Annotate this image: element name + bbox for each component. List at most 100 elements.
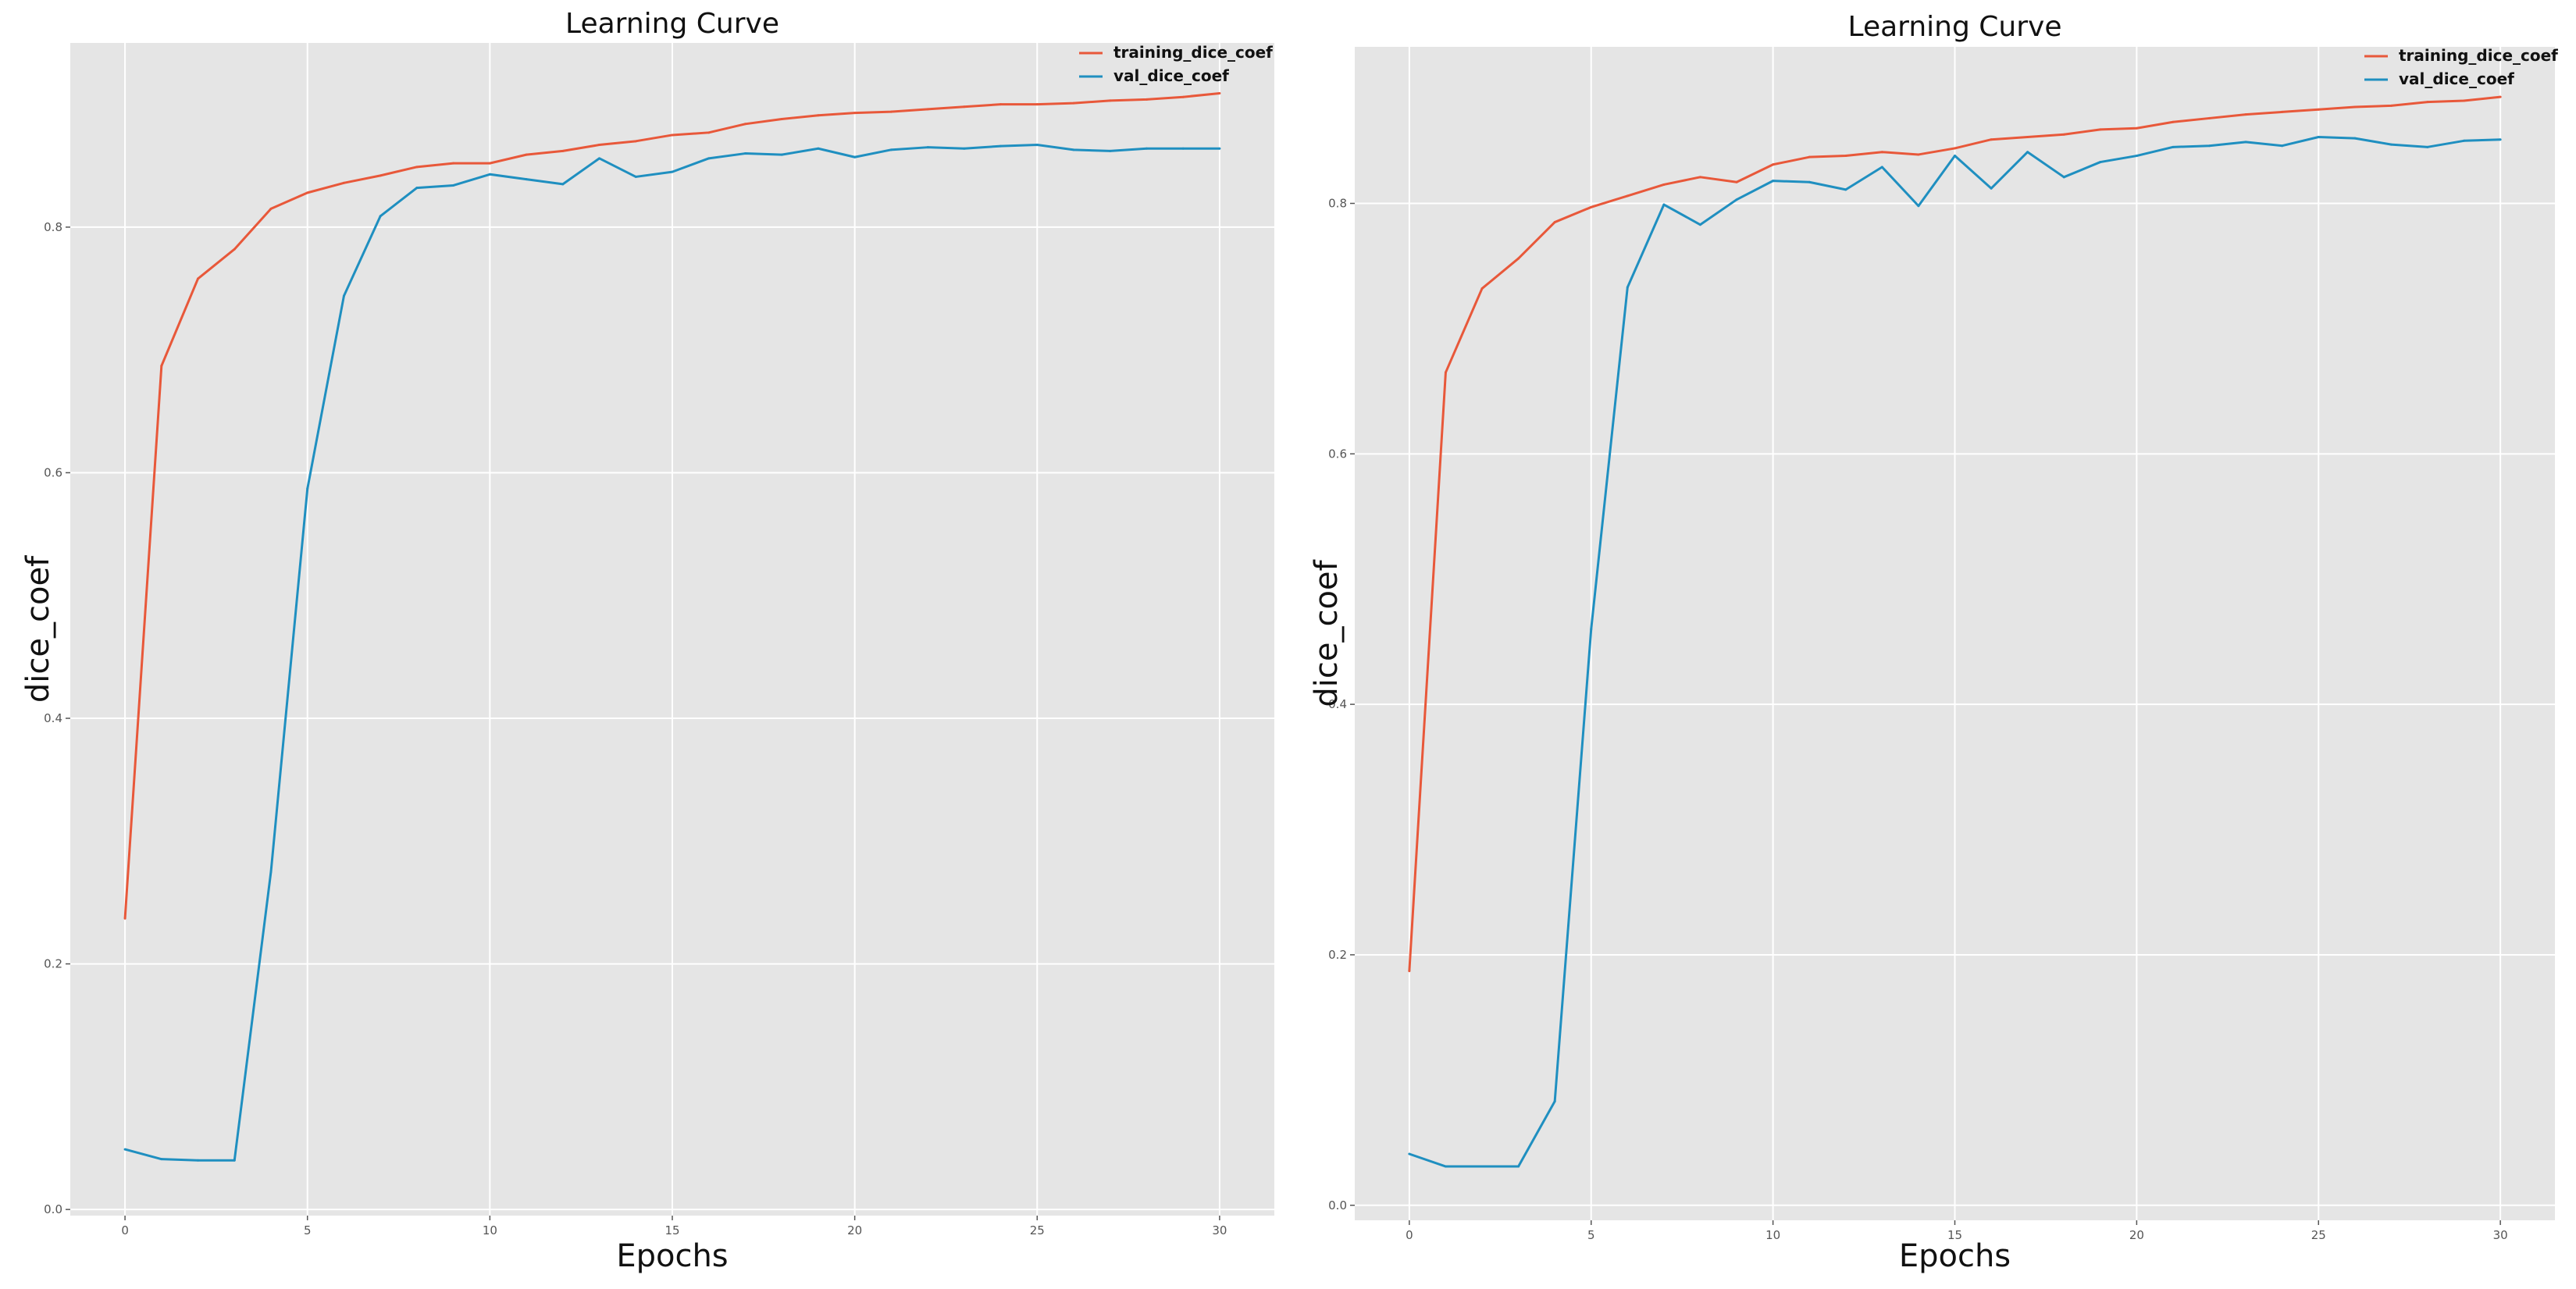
data-point-val_dice_coef xyxy=(1954,155,1956,158)
data-point-training_dice_coef xyxy=(1954,147,1956,150)
data-point-val_dice_coef xyxy=(2389,143,2393,146)
data-point-val_dice_coef xyxy=(2099,161,2102,164)
data-point-training_dice_coef xyxy=(2244,113,2247,116)
data-point-training_dice_coef xyxy=(1844,155,1847,158)
data-point-val_dice_coef xyxy=(160,1158,163,1161)
data-point-training_dice_coef xyxy=(452,162,455,165)
x-tick-label: 20 xyxy=(847,1223,862,1237)
legend-label-val_dice_coef: val_dice_coef xyxy=(2399,69,2514,88)
data-point-training_dice_coef xyxy=(1408,970,1411,973)
y-axis-label: dice_coef xyxy=(20,555,56,703)
data-point-val_dice_coef xyxy=(1590,628,1593,631)
data-point-training_dice_coef xyxy=(1772,163,1775,166)
x-tick-label: 5 xyxy=(304,1223,312,1237)
data-point-training_dice_coef xyxy=(1480,287,1484,290)
data-point-val_dice_coef xyxy=(1990,187,1993,190)
data-point-val_dice_coef xyxy=(2463,139,2466,142)
y-tick-label: 0.0 xyxy=(1328,1198,1347,1212)
data-point-training_dice_coef xyxy=(123,917,126,920)
data-point-training_dice_coef xyxy=(233,247,236,251)
data-point-training_dice_coef xyxy=(671,134,674,137)
data-point-val_dice_coef xyxy=(1880,166,1883,169)
data-point-val_dice_coef xyxy=(1698,223,1701,226)
data-point-training_dice_coef xyxy=(2317,108,2320,111)
data-point-val_dice_coef xyxy=(1145,147,1148,150)
data-point-val_dice_coef xyxy=(1662,203,1666,206)
data-point-training_dice_coef xyxy=(488,162,491,165)
data-point-val_dice_coef xyxy=(2317,135,2320,138)
legend-label-training_dice_coef: training_dice_coef xyxy=(1113,43,1273,62)
data-point-val_dice_coef xyxy=(2244,141,2247,144)
data-point-training_dice_coef xyxy=(817,114,820,117)
data-point-val_dice_coef xyxy=(2026,151,2029,154)
data-point-training_dice_coef xyxy=(2281,110,2284,113)
data-point-val_dice_coef xyxy=(634,175,637,178)
data-point-val_dice_coef xyxy=(1772,180,1775,183)
data-point-training_dice_coef xyxy=(999,103,1003,106)
data-point-training_dice_coef xyxy=(2426,101,2429,104)
data-point-val_dice_coef xyxy=(889,148,893,151)
data-point-val_dice_coef xyxy=(306,487,309,490)
data-point-training_dice_coef xyxy=(634,140,637,143)
data-point-training_dice_coef xyxy=(1444,371,1447,374)
data-point-val_dice_coef xyxy=(197,1159,200,1162)
data-point-val_dice_coef xyxy=(452,183,455,187)
x-tick-label: 5 xyxy=(1587,1228,1595,1242)
data-point-training_dice_coef xyxy=(2026,135,2029,138)
chart-panel-1: 0 5 10 15 20 25 30 0.0 0.2 0.4 0.6 0.8 Learning Curv… xyxy=(20,8,1274,1274)
y-axis-label: dice_coef xyxy=(1309,559,1345,707)
data-point-training_dice_coef xyxy=(780,118,783,121)
x-tick-label: 25 xyxy=(2311,1228,2326,1242)
data-point-val_dice_coef xyxy=(379,215,382,218)
data-point-val_dice_coef xyxy=(1444,1165,1447,1168)
x-tick-label: 15 xyxy=(664,1223,679,1237)
legend: training_dice_coef val_dice_coef xyxy=(1079,43,1273,85)
x-tick-label: 15 xyxy=(1947,1228,1962,1242)
y-tick-label: 0.4 xyxy=(1328,697,1347,711)
data-point-training_dice_coef xyxy=(1553,221,1556,224)
data-point-val_dice_coef xyxy=(2426,145,2429,148)
data-point-training_dice_coef xyxy=(1698,176,1701,179)
data-point-val_dice_coef xyxy=(1072,148,1075,151)
legend-label-training_dice_coef: training_dice_coef xyxy=(2399,46,2558,65)
data-point-training_dice_coef xyxy=(2099,128,2102,131)
data-point-training_dice_coef xyxy=(1917,153,1920,156)
y-tick-label: 0.8 xyxy=(44,220,62,234)
data-point-training_dice_coef xyxy=(269,207,273,210)
data-point-val_dice_coef xyxy=(2281,144,2284,148)
data-point-val_dice_coef xyxy=(743,152,746,155)
data-point-val_dice_coef xyxy=(1408,1152,1411,1155)
data-point-val_dice_coef xyxy=(1109,149,1112,152)
data-point-val_dice_coef xyxy=(780,153,783,156)
x-tick-label: 0 xyxy=(1406,1228,1413,1242)
legend: training_dice_coef val_dice_coef xyxy=(2364,46,2558,88)
data-point-val_dice_coef xyxy=(2062,176,2065,179)
data-point-training_dice_coef xyxy=(2499,95,2502,98)
data-point-val_dice_coef xyxy=(488,173,491,176)
chart-title: Learning Curve xyxy=(1848,11,2062,43)
data-point-training_dice_coef xyxy=(1072,101,1075,105)
x-tick-label: 25 xyxy=(1030,1223,1045,1237)
data-point-training_dice_coef xyxy=(926,108,929,111)
data-point-val_dice_coef xyxy=(233,1159,236,1162)
data-point-val_dice_coef xyxy=(671,170,674,173)
y-tick-label: 0.0 xyxy=(44,1202,62,1216)
data-point-training_dice_coef xyxy=(707,131,711,134)
y-tick-label: 0.2 xyxy=(1328,948,1347,962)
data-point-val_dice_coef xyxy=(1626,286,1629,289)
chart-title: Learning Curve xyxy=(565,8,779,40)
data-point-training_dice_coef xyxy=(1035,103,1039,106)
data-point-val_dice_coef xyxy=(817,147,820,150)
data-point-training_dice_coef xyxy=(2062,133,2065,136)
data-point-training_dice_coef xyxy=(415,166,419,169)
y-tick-label: 0.8 xyxy=(1328,197,1347,211)
y-tick-label: 0.6 xyxy=(44,465,62,479)
data-point-training_dice_coef xyxy=(1109,99,1112,102)
data-point-val_dice_coef xyxy=(598,157,601,160)
data-point-training_dice_coef xyxy=(963,105,966,109)
data-point-training_dice_coef xyxy=(2389,104,2393,107)
data-point-training_dice_coef xyxy=(1626,194,1629,198)
data-point-val_dice_coef xyxy=(2353,137,2357,140)
data-point-val_dice_coef xyxy=(415,187,419,190)
data-point-training_dice_coef xyxy=(889,110,893,113)
